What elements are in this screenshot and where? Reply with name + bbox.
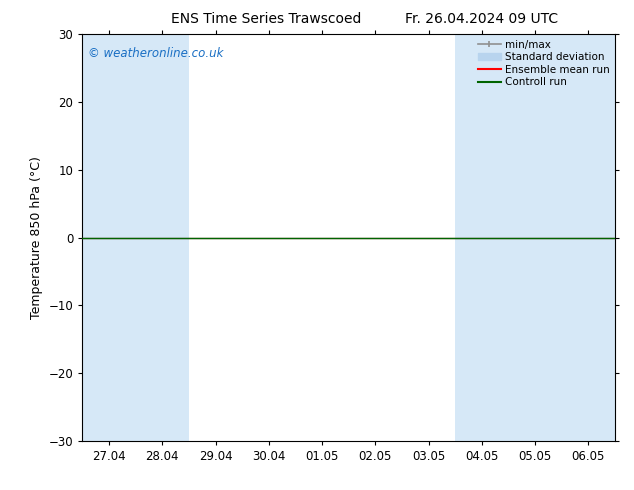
Bar [455,34,562,441]
Bar [562,34,615,441]
Text: © weatheronline.co.uk: © weatheronline.co.uk [87,47,223,59]
Text: Fr. 26.04.2024 09 UTC: Fr. 26.04.2024 09 UTC [405,12,559,26]
Text: ENS Time Series Trawscoed: ENS Time Series Trawscoed [171,12,361,26]
Bar [82,34,189,441]
Y-axis label: Temperature 850 hPa (°C): Temperature 850 hPa (°C) [30,156,43,319]
Legend: min/max, Standard deviation, Ensemble mean run, Controll run: min/max, Standard deviation, Ensemble me… [476,37,612,89]
